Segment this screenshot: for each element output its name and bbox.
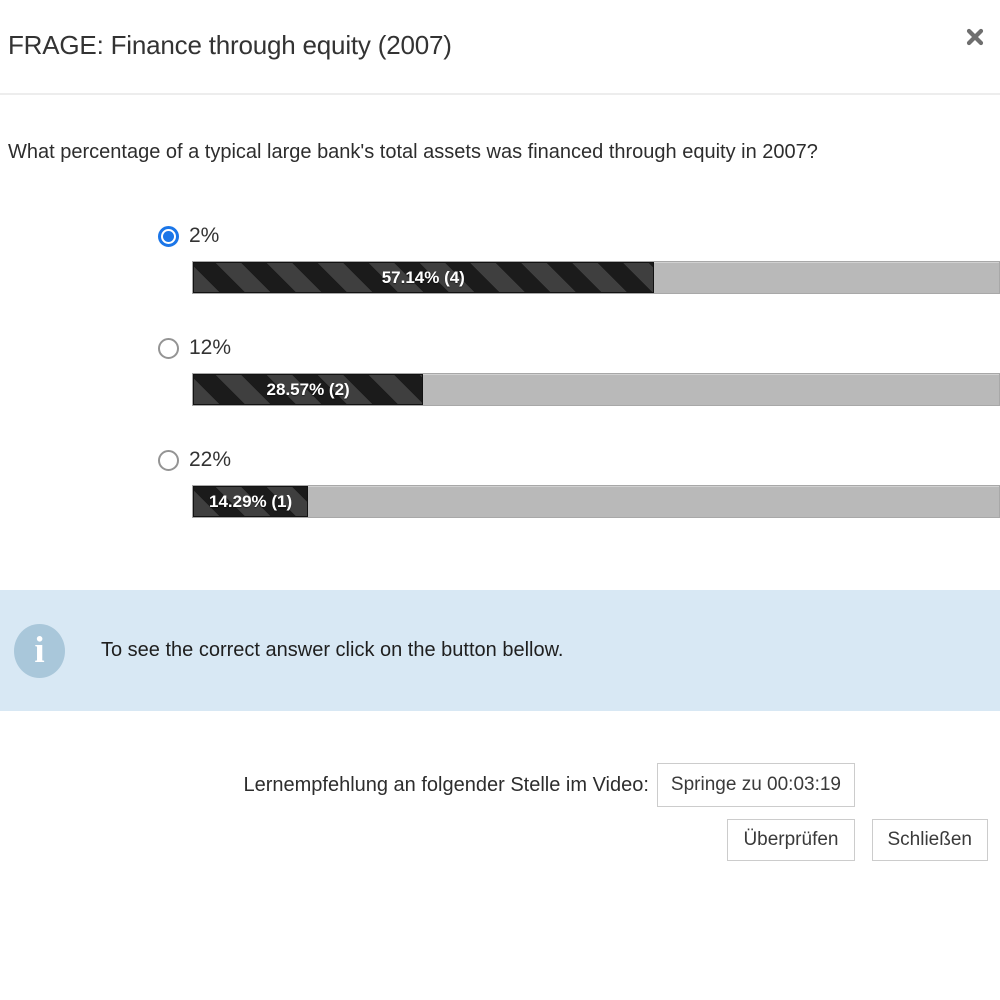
video-jump-row: Lernempfehlung an folgender Stelle im Vi… bbox=[0, 763, 1000, 807]
poll-option: 22% 14.29% (1) bbox=[0, 448, 1000, 518]
radio-button[interactable] bbox=[158, 225, 179, 247]
result-bar-track: 28.57% (2) bbox=[192, 373, 1000, 406]
quiz-modal: FRAGE: Finance through equity (2007) Wha… bbox=[0, 0, 1000, 861]
page-title: FRAGE: Finance through equity (2007) bbox=[8, 30, 452, 60]
poll-options: 2% 57.14% (4) 12% 28.57% (2) 22% bbox=[0, 224, 1000, 518]
option-choice-12pct[interactable]: 12% bbox=[158, 336, 1000, 360]
radio-button[interactable] bbox=[158, 449, 179, 471]
check-button[interactable]: Überprüfen bbox=[727, 819, 855, 861]
info-banner: i To see the correct answer click on the… bbox=[0, 590, 1000, 711]
close-button[interactable]: Schließen bbox=[871, 819, 988, 861]
jump-to-time-button[interactable]: Springe zu 00:03:19 bbox=[656, 763, 855, 807]
video-jump-label: Lernempfehlung an folgender Stelle im Vi… bbox=[243, 773, 649, 796]
header-divider bbox=[0, 93, 1000, 95]
info-icon: i bbox=[14, 623, 65, 678]
radio-button[interactable] bbox=[158, 337, 179, 359]
option-label[interactable]: 12% bbox=[189, 336, 232, 359]
question-text: What percentage of a typical large bank'… bbox=[8, 141, 818, 163]
result-bar-fill: 14.29% (1) bbox=[193, 486, 309, 517]
result-bar-value: 14.29% (1) bbox=[209, 491, 293, 511]
result-bar-value: 28.57% (2) bbox=[266, 379, 350, 399]
poll-option: 12% 28.57% (2) bbox=[0, 336, 1000, 406]
result-bar-fill: 28.57% (2) bbox=[193, 374, 424, 405]
option-choice-2pct[interactable]: 2% bbox=[158, 224, 1000, 248]
option-label[interactable]: 2% bbox=[189, 224, 220, 247]
close-icon[interactable] bbox=[964, 26, 986, 48]
poll-option: 2% 57.14% (4) bbox=[0, 224, 1000, 294]
modal-actions: Überprüfen Schließen bbox=[0, 819, 1000, 861]
info-banner-text: To see the correct answer click on the b… bbox=[101, 639, 564, 661]
result-bar-fill: 57.14% (4) bbox=[193, 262, 654, 293]
modal-header: FRAGE: Finance through equity (2007) bbox=[0, 0, 1000, 61]
result-bar-track: 57.14% (4) bbox=[192, 261, 1000, 294]
option-choice-22pct[interactable]: 22% bbox=[158, 448, 1000, 472]
option-label[interactable]: 22% bbox=[189, 448, 232, 471]
result-bar-value: 57.14% (4) bbox=[381, 267, 465, 287]
result-bar-track: 14.29% (1) bbox=[192, 485, 1000, 518]
